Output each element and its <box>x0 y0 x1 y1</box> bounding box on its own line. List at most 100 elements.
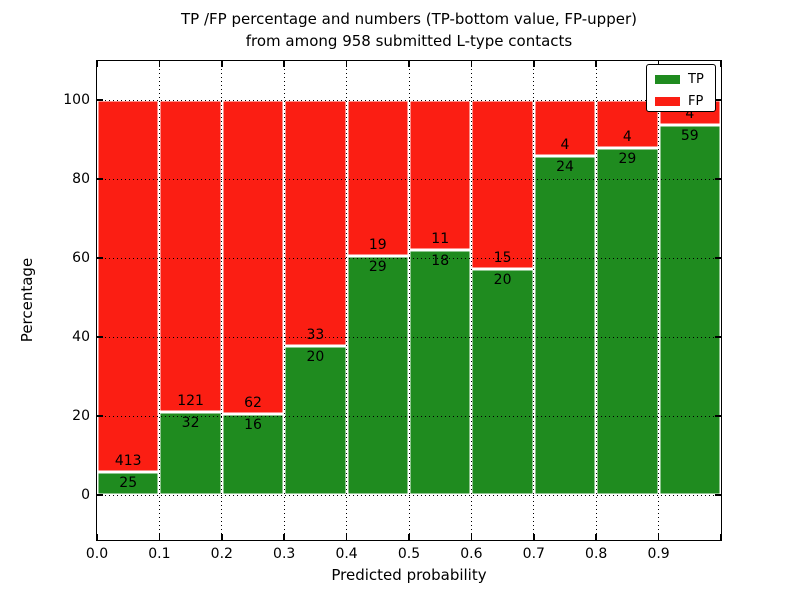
x-tick-mark-top <box>97 61 98 67</box>
x-tick-mark-top <box>345 61 348 67</box>
y-tick-mark <box>97 178 103 180</box>
x-tick-mark-top <box>408 61 410 67</box>
grid-line-vertical <box>595 61 597 540</box>
bar-tp-count-label: 20 <box>306 348 325 365</box>
bar-segment-fp <box>284 100 347 346</box>
legend-item-fp: FP <box>655 93 715 110</box>
x-tick-label: 0.1 <box>148 546 171 562</box>
bar-tp-count-label: 18 <box>431 252 450 269</box>
x-tick-mark <box>470 534 473 540</box>
bar-segment-tp <box>596 147 659 495</box>
bar-fp-count-label: 4 <box>560 137 570 154</box>
y-tick-label: 0 <box>81 487 90 503</box>
x-tick-mark <box>720 534 721 540</box>
y-tick-label: 100 <box>63 92 90 108</box>
y-tick-label: 80 <box>72 171 90 187</box>
grid-line-horizontal <box>97 494 721 496</box>
bar-tp-count-label: 29 <box>368 259 387 276</box>
chart-title: TP /FP percentage and numbers (TP-bottom… <box>181 8 637 52</box>
grid-line-horizontal <box>97 178 721 180</box>
x-tick-label: 0.8 <box>585 546 608 562</box>
grid-line-horizontal <box>97 257 721 259</box>
bar-segment-tp <box>471 269 534 495</box>
grid-line-vertical <box>658 61 660 540</box>
bar-fp-count-label: 33 <box>306 326 325 343</box>
y-tick-mark-right <box>715 257 721 259</box>
legend-item-tp: TP <box>655 71 715 88</box>
bar-segment-fp <box>409 100 472 250</box>
x-axis-label: Predicted probability <box>331 566 487 584</box>
x-tick-label: 0.2 <box>210 546 233 562</box>
bar-tp-count-label: 29 <box>618 150 637 167</box>
x-tick-mark <box>533 534 535 540</box>
x-tick-label: 0.7 <box>522 546 545 562</box>
bar-segment-tp <box>533 156 597 495</box>
bar-segment-fp <box>221 100 285 414</box>
x-tick-mark-top <box>158 61 161 67</box>
y-tick-mark <box>97 336 103 338</box>
x-tick-label: 0.5 <box>397 546 421 562</box>
bar-tp-count-label: 32 <box>181 415 200 432</box>
grid-line-vertical <box>470 61 472 540</box>
y-tick-mark <box>97 257 103 259</box>
x-tick-label: 0.6 <box>460 546 483 562</box>
y-tick-mark <box>97 99 103 101</box>
bar-fp-count-label: 15 <box>493 250 512 267</box>
legend-label-fp: FP <box>688 94 704 109</box>
x-tick-mark-top <box>720 61 721 67</box>
bar-segment-tp <box>97 472 160 495</box>
x-tick-mark <box>283 534 285 540</box>
bar-fp-count-label: 11 <box>431 230 450 247</box>
y-tick-label: 60 <box>72 250 90 266</box>
bar-fp-count-label: 4 <box>622 128 632 145</box>
bar-segment-fp <box>346 100 409 257</box>
plot-area: 413 25 121 32 62 16 33 20 19 29 11 18 15 20 4 24 4 29 4 59 <box>97 61 721 540</box>
bar-tp-count-label: 16 <box>244 416 262 433</box>
x-tick-mark-top <box>470 61 473 67</box>
bar-segment-tp <box>159 412 222 495</box>
y-tick-mark-right <box>715 494 721 496</box>
y-tick-mark <box>97 415 103 417</box>
x-tick-mark <box>158 534 161 540</box>
bar-segment-tp <box>409 249 472 495</box>
grid-line-vertical <box>221 61 223 540</box>
x-tick-mark-top <box>533 61 535 67</box>
x-tick-mark-top <box>221 61 223 67</box>
bar-segment-tp <box>658 125 721 495</box>
x-tick-label: 0.4 <box>335 546 358 562</box>
x-tick-mark <box>345 534 348 540</box>
bar-fp-count-label: 4 <box>685 106 695 123</box>
legend: TP FP <box>646 64 716 112</box>
bar-segment-tp <box>346 256 409 495</box>
bar-segment-fp <box>97 100 160 473</box>
x-tick-mark <box>595 534 597 540</box>
chart-title-line1: TP /FP percentage and numbers (TP-bottom… <box>181 10 637 28</box>
bar-tp-count-label: 20 <box>493 272 512 289</box>
grid-line-vertical <box>408 61 410 540</box>
grid-line-vertical <box>346 61 348 540</box>
bar-tp-count-label: 24 <box>556 159 574 176</box>
x-tick-label: 0.0 <box>85 546 109 562</box>
bar-fp-count-label: 121 <box>177 393 204 410</box>
x-tick-mark <box>97 534 98 540</box>
y-tick-label: 20 <box>72 408 90 424</box>
x-tick-label: 0.9 <box>647 546 670 562</box>
bar-fp-count-label: 19 <box>368 237 387 254</box>
bar-fp-count-label: 62 <box>244 394 262 411</box>
legend-swatch-fp <box>655 97 680 106</box>
legend-swatch-tp <box>655 75 680 84</box>
bar-segment-tp <box>221 413 285 495</box>
grid-line-horizontal <box>97 336 721 338</box>
grid-line-vertical <box>533 61 535 540</box>
bar-segment-fp <box>533 100 597 157</box>
grid-line-vertical <box>158 61 160 540</box>
y-tick-mark-right <box>715 336 721 338</box>
bar-segment-fp <box>471 100 534 270</box>
bar-segment-tp <box>284 345 347 495</box>
x-tick-mark <box>657 534 660 540</box>
y-tick-label: 40 <box>72 329 90 345</box>
y-tick-mark-right <box>715 99 721 101</box>
bar-fp-count-label: 413 <box>114 453 142 470</box>
bar-segment-fp <box>159 100 222 413</box>
